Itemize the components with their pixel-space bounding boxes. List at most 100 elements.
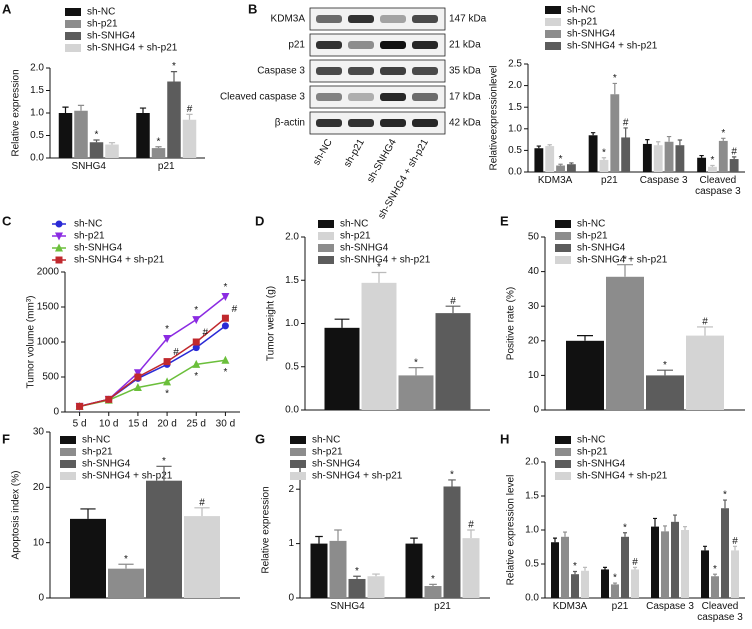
y-tick-label: 1500 xyxy=(37,302,60,313)
annotation: * xyxy=(194,305,198,316)
y-axis-label: Positive rate (%) xyxy=(506,287,517,360)
x-tick-label-box: SNHG4 xyxy=(330,601,364,612)
protein-label: Caspase 3 xyxy=(257,66,305,77)
y-axis-label: Tumor weight (g) xyxy=(266,286,277,361)
annotation: * xyxy=(165,324,169,335)
bar xyxy=(58,113,73,158)
annotation: # xyxy=(732,536,738,547)
legend-label: sh-NC xyxy=(577,219,605,230)
annotation: * xyxy=(414,357,418,368)
panel-label: H xyxy=(500,431,509,446)
legend-swatch xyxy=(290,436,306,444)
bar xyxy=(184,516,220,598)
bar xyxy=(551,542,559,598)
annotation: # xyxy=(468,520,474,531)
y-tick-label: 2000 xyxy=(37,267,60,278)
band xyxy=(380,93,406,101)
band xyxy=(316,41,342,49)
bar xyxy=(443,486,461,598)
error-bar xyxy=(583,566,587,571)
error-bar xyxy=(656,141,661,146)
legend-label: sh-SNHG4 xyxy=(82,459,131,470)
legend-swatch xyxy=(65,32,81,40)
y-tick-label: 10 xyxy=(33,537,45,548)
annotation: * xyxy=(713,564,717,575)
point xyxy=(192,359,201,368)
annotation: # xyxy=(199,497,205,508)
bar xyxy=(729,159,739,172)
legend-swatch xyxy=(60,448,76,456)
x-tick-label: p21 xyxy=(157,161,175,172)
error-bar xyxy=(613,582,617,585)
legend-marker xyxy=(55,243,63,252)
legend-label: sh-SNHG4 + sh-p21 xyxy=(312,471,403,482)
bar xyxy=(566,164,576,172)
y-tick-label: 2.5 xyxy=(508,59,522,70)
legend-swatch xyxy=(318,232,334,240)
y-tick-label: 20 xyxy=(528,335,540,346)
bar xyxy=(599,159,609,172)
point xyxy=(221,322,229,330)
x-tick-label: p21 xyxy=(601,175,618,186)
bar xyxy=(405,543,423,598)
bar xyxy=(566,340,604,410)
error-bar xyxy=(703,545,707,551)
blot-strip xyxy=(309,7,446,31)
bar xyxy=(561,536,569,598)
blot-strip xyxy=(309,33,446,57)
error-bar xyxy=(713,573,717,577)
point xyxy=(163,335,172,343)
bar xyxy=(424,586,442,598)
annotation: * xyxy=(623,522,627,533)
annotation: # xyxy=(202,328,208,339)
annotation: * xyxy=(602,147,606,158)
band xyxy=(380,41,406,49)
y-tick-label: 0 xyxy=(288,593,294,604)
bar xyxy=(610,94,620,172)
lane-label: sh-NC xyxy=(311,137,335,167)
annotation: * xyxy=(377,262,381,273)
legend-label: sh-NC xyxy=(577,435,605,446)
legend-swatch xyxy=(65,44,81,52)
legend-swatch xyxy=(318,256,334,264)
error-bar xyxy=(623,127,628,138)
error-bar xyxy=(353,575,361,579)
legend-label: sh-p21 xyxy=(312,447,343,458)
annotation: * xyxy=(613,573,617,584)
bar xyxy=(310,543,328,598)
band xyxy=(348,119,374,127)
legend-label: sh-SNHG4 + sh-p21 xyxy=(82,471,173,482)
legend-label: sh-SNHG4 + sh-p21 xyxy=(577,471,668,482)
point xyxy=(163,377,172,386)
legend-swatch xyxy=(60,436,76,444)
error-bar xyxy=(139,107,147,113)
bar xyxy=(462,538,480,598)
error-bar xyxy=(448,479,456,487)
y-tick-label: 0.0 xyxy=(508,167,522,178)
point xyxy=(192,338,200,346)
bar xyxy=(151,148,166,158)
bar xyxy=(398,375,434,410)
point xyxy=(221,355,230,364)
legend-label: sh-p21 xyxy=(74,231,105,242)
blot-strip xyxy=(309,111,446,135)
legend-label: sh-NC xyxy=(340,219,368,230)
bar xyxy=(361,282,397,410)
x-tick-label: 10 d xyxy=(99,419,118,430)
annotation: * xyxy=(157,136,161,147)
x-tick-label: Cleaved caspase 3 xyxy=(697,601,743,623)
legend-label: sh-SNHG4 xyxy=(577,459,626,470)
bar xyxy=(601,569,609,598)
bar xyxy=(721,508,729,598)
panel-label: C xyxy=(2,213,12,228)
error-bar xyxy=(617,264,633,277)
point xyxy=(76,402,84,410)
point xyxy=(133,369,142,378)
bar xyxy=(146,480,182,598)
y-tick-label: 0.0 xyxy=(285,405,299,416)
legend-swatch xyxy=(555,472,571,480)
error-bar xyxy=(558,163,563,166)
error-bar xyxy=(663,525,667,532)
bar xyxy=(711,576,719,598)
y-tick-label: 1 xyxy=(288,538,294,549)
